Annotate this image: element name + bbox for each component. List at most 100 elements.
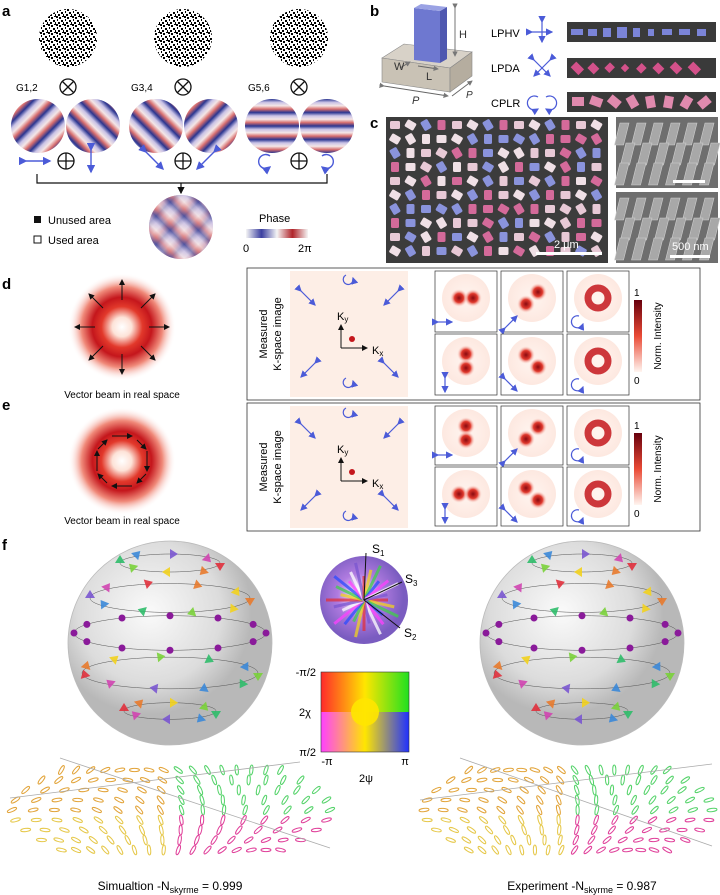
polarization-ellipse xyxy=(648,837,660,843)
sem-pillar xyxy=(466,231,479,243)
cbar-label-e: Norm. Intensity xyxy=(653,435,664,502)
sem-pillar xyxy=(514,177,524,185)
sem-pillar xyxy=(499,120,508,130)
polarization-ellipse xyxy=(519,844,525,856)
sem-pillar xyxy=(591,163,602,171)
unused-area-swatch xyxy=(34,216,41,223)
sem-pillar xyxy=(575,133,587,145)
sem-pillar xyxy=(420,175,432,187)
polarization-ellipse xyxy=(188,765,197,775)
sem-pillar xyxy=(576,177,586,185)
sem-pillar xyxy=(483,149,493,157)
cell-background xyxy=(574,337,622,385)
grating-4 xyxy=(184,99,238,153)
polarization-ellipse xyxy=(93,797,104,803)
polarization-arrows xyxy=(19,143,334,175)
sem-pillar xyxy=(529,189,540,201)
sem-pillar xyxy=(544,175,556,187)
simulation-caption: Simualtion -Nskyrme = 0.999 xyxy=(98,879,243,895)
sem-pillar xyxy=(451,189,463,201)
polarization-ellipse xyxy=(211,774,218,786)
polarization-ellipse xyxy=(591,825,598,835)
polarization-arrow xyxy=(549,606,559,617)
polarization-ellipse xyxy=(100,766,111,774)
sem-pillar xyxy=(452,177,462,185)
polarization-ellipse xyxy=(173,766,183,774)
polarization-ellipse xyxy=(491,845,500,855)
sem-pillar xyxy=(404,231,417,243)
sem-pillar xyxy=(513,245,525,257)
sim-axis-2 xyxy=(59,757,331,849)
polarization-ellipse xyxy=(70,846,82,854)
circular-polarization-icon xyxy=(570,378,585,394)
polarization-arrow xyxy=(521,655,531,665)
experiment-caption: Experiment -Nskyrme = 0.987 xyxy=(507,879,657,895)
ky-label-d: Ky xyxy=(337,311,348,324)
sem-pillar-array xyxy=(389,119,603,257)
panel-label-f: f xyxy=(2,537,8,554)
exp-axis-2 xyxy=(459,757,713,847)
sem-pillar xyxy=(498,161,509,173)
polarization-ellipse xyxy=(242,804,248,816)
polarization-ellipse xyxy=(179,814,184,826)
polarization-ellipse xyxy=(611,815,619,825)
donut-lobe xyxy=(584,419,612,447)
sem-pillar xyxy=(451,203,463,215)
polarization-arrow xyxy=(162,567,171,577)
polarization-ellipse xyxy=(101,845,110,855)
cell-background xyxy=(574,274,622,322)
intensity-lobe xyxy=(457,345,475,363)
polarization-ellipse xyxy=(516,795,526,805)
polarization-ellipse xyxy=(556,775,565,785)
sem-pillar xyxy=(498,135,509,143)
polarization-ellipse xyxy=(128,767,140,773)
polarization-ellipse xyxy=(637,764,644,776)
polarization-ellipse xyxy=(296,775,305,785)
sim-axis-1 xyxy=(9,761,301,799)
cplr-strip xyxy=(567,92,716,112)
polarization-ellipse xyxy=(497,796,508,804)
sem-pillar xyxy=(421,149,431,157)
polarization-ellipse xyxy=(592,784,597,796)
panel-e: Vector beam in real space Measured K-spa… xyxy=(64,402,701,532)
polarization-arrow xyxy=(568,652,578,663)
polarization-arrow xyxy=(512,599,522,610)
intensity-lobe xyxy=(450,289,468,307)
polarization-ellipse xyxy=(219,764,225,776)
sem-pillar xyxy=(435,147,448,159)
polarization-dot xyxy=(482,629,490,637)
sem-pillar xyxy=(482,119,494,131)
circular-polarization-icon xyxy=(342,377,359,389)
intensity-lobe xyxy=(517,479,535,497)
polarization-arrow xyxy=(106,679,116,689)
colorbar-d xyxy=(634,300,642,372)
polarization-ellipse xyxy=(556,766,566,774)
sem-pillar xyxy=(466,119,479,131)
polarization-ellipse xyxy=(106,835,115,845)
polarization-ellipse xyxy=(117,787,128,793)
polarization-ellipse xyxy=(457,807,468,813)
polarization-arrow xyxy=(85,590,95,599)
sem-pillar xyxy=(436,247,447,255)
polarization-ellipse xyxy=(602,836,612,844)
polarization-dot xyxy=(118,644,126,652)
oplus-icon xyxy=(57,152,308,170)
experiment-sphere xyxy=(479,540,685,746)
sem-pillar xyxy=(437,120,446,130)
polarization-ellipse xyxy=(56,847,67,853)
sem-tilted-pillars-2 xyxy=(614,197,720,261)
polarization-arrow-icon xyxy=(498,372,518,392)
polarization-ellipse xyxy=(272,826,283,834)
polarization-ellipse xyxy=(6,806,18,814)
polarization-arrow xyxy=(627,563,637,571)
polarization-ellipse xyxy=(157,814,164,826)
sem-pillar xyxy=(561,120,570,130)
polarization-ellipse xyxy=(662,846,673,854)
polarization-ellipse xyxy=(543,766,554,774)
polarization-ellipse xyxy=(158,824,164,836)
cbar-min-e: 0 xyxy=(634,509,640,520)
polarization-arrow xyxy=(611,565,621,576)
polarization-ellipse xyxy=(59,827,70,833)
sem-pillar xyxy=(467,219,478,227)
polarization-arrow xyxy=(613,553,624,563)
